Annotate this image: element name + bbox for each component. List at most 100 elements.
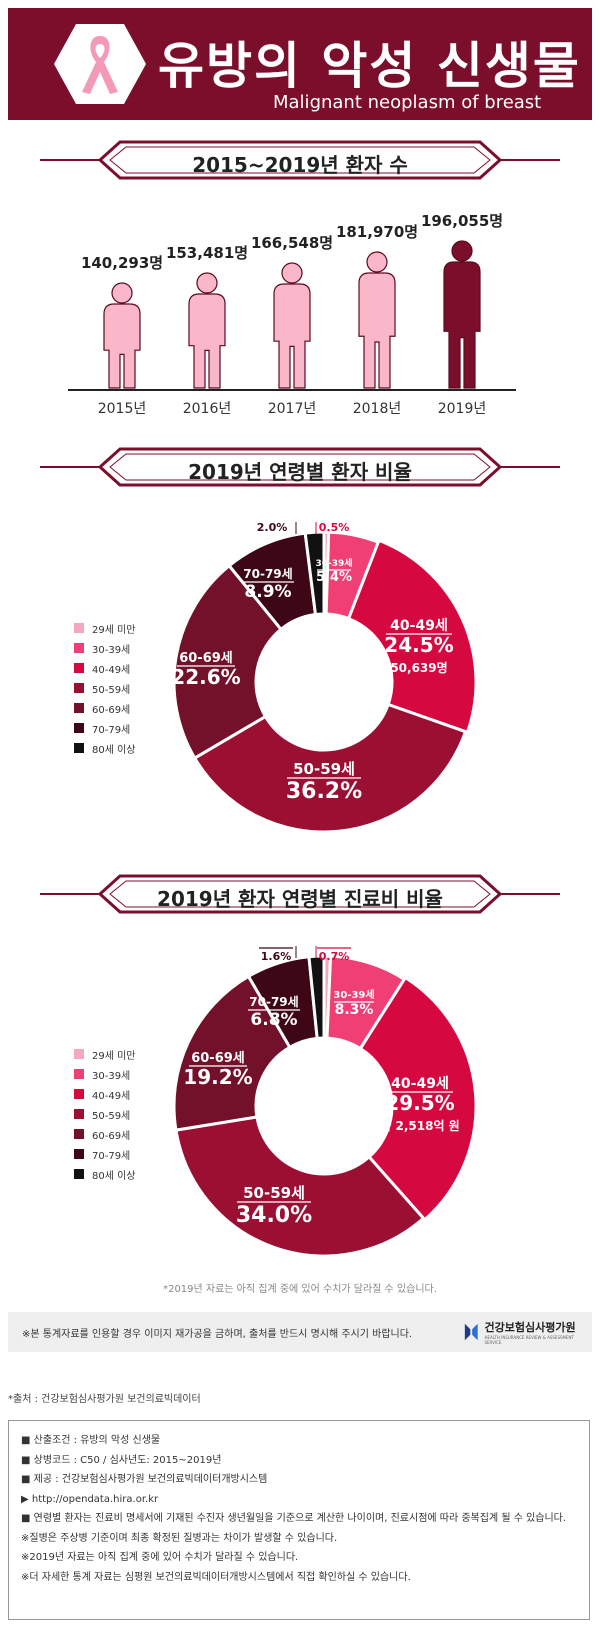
info-line: ■ 연령별 환자는 진료비 명세서에 기재된 수진자 생년월일을 기준으로 계산… bbox=[21, 1513, 567, 1524]
slice-pct-label: 5.4% bbox=[316, 570, 352, 585]
legend-swatch bbox=[74, 643, 84, 653]
info-line: ※더 자세한 통계 자료는 심평원 보건의료빅데이터개방시스템에서 직접 확인하… bbox=[21, 1571, 411, 1583]
legend-swatch bbox=[74, 1169, 84, 1179]
legend-cost-ratio: 29세 미만 30-39세 40-49세 50-59세 60-69세 70-79세 80세 … bbox=[74, 1044, 136, 1184]
donut-slice bbox=[172, 563, 284, 761]
donut-slice bbox=[346, 538, 478, 735]
slice-name-label: 29세 미만 bbox=[316, 946, 353, 947]
section-title-age-ratio: 2019년 연령별 환자 비율 bbox=[188, 460, 412, 484]
bar-value-label: 181,970명 bbox=[335, 223, 419, 241]
data-note: *2019년 자료는 아직 집계 중에 있어 수치가 달라질 수 있습니다. bbox=[163, 1284, 437, 1295]
slice-name-label: 40-49세 bbox=[391, 1076, 449, 1092]
header-banner: 유방의 악성 신생물 Malignant neoplasm of breast bbox=[8, 8, 592, 120]
info-line: ■ 산출조건 : 유방의 악성 신생물 bbox=[21, 1435, 161, 1446]
hira-logo-icon bbox=[464, 1323, 478, 1341]
legend-swatch bbox=[74, 1069, 84, 1079]
bar-category-label: 2018년 bbox=[352, 401, 402, 417]
donut-slice bbox=[307, 954, 326, 1040]
section-banner-3 bbox=[40, 874, 560, 914]
slice-name-label: 30-39세 bbox=[333, 988, 374, 1001]
legend-label: 40-49세 bbox=[92, 1090, 131, 1102]
slice-pct-label: 8.3% bbox=[335, 1002, 374, 1018]
section-banner-1 bbox=[40, 140, 560, 180]
legend-swatch bbox=[74, 1109, 84, 1119]
info-box: ■ 산출조건 : 유방의 악성 신생물 ■ 상병코드 : C50 / 심사년도: … bbox=[8, 1420, 590, 1620]
slice-pct-label: 19.2% bbox=[183, 1065, 252, 1089]
legend-swatch bbox=[74, 1149, 84, 1159]
legend-label: 30-39세 bbox=[92, 644, 131, 656]
bar-person-2017년 bbox=[273, 262, 311, 389]
legend-label: 60-69세 bbox=[92, 1130, 131, 1142]
legend-swatch bbox=[74, 683, 84, 693]
bar-person-2015년 bbox=[103, 282, 141, 389]
legend-item: 30-39세 bbox=[74, 1064, 136, 1084]
bar-person-2018년 bbox=[358, 251, 396, 389]
slice-pct-label: 36.2% bbox=[286, 779, 362, 804]
slice-pct-label: 2.0% bbox=[257, 522, 288, 534]
legend-label: 30-39세 bbox=[92, 1070, 131, 1082]
bar-category-label: 2019년 bbox=[437, 401, 487, 417]
legend-swatch bbox=[74, 1089, 84, 1099]
slice-extra-label: 약 2,518억 원 bbox=[380, 1118, 459, 1133]
slice-pct-label: 0.5% bbox=[319, 522, 350, 534]
info-line: ※2019년 자료는 아직 집계 중에 있어 수치가 달라질 수 있습니다. bbox=[21, 1552, 299, 1563]
slice-name-label: 70-79세 bbox=[249, 994, 298, 1009]
legend-item: 80세 이상 bbox=[74, 738, 136, 758]
info-line: ■ 상병코드 : C50 / 심사년도: 2015~2019년 bbox=[21, 1454, 222, 1466]
legend-swatch bbox=[74, 623, 84, 633]
legend-label: 50-59세 bbox=[92, 684, 131, 696]
slice-pct-label: 8.9% bbox=[244, 582, 291, 602]
info-link[interactable]: ▶ http://opendata.hira.or.kr bbox=[21, 1493, 159, 1505]
bar-value-label: 153,481명 bbox=[165, 244, 249, 262]
legend-swatch bbox=[74, 1049, 84, 1059]
donut-slice bbox=[174, 1115, 426, 1258]
legend-label: 40-49세 bbox=[92, 664, 131, 676]
legend-label: 50-59세 bbox=[92, 1110, 131, 1122]
bar-axis bbox=[68, 389, 516, 391]
slice-name-label: 50-59세 bbox=[243, 1184, 305, 1202]
legend-item: 60-69세 bbox=[74, 698, 136, 718]
donut-slice bbox=[172, 974, 292, 1132]
legend-item: 60-69세 bbox=[74, 1124, 136, 1144]
slice-name-label: 40-49세 bbox=[390, 618, 448, 634]
slice-name-label: 80세 이상 bbox=[258, 946, 295, 947]
section-title-patients: 2015~2019년 환자 수 bbox=[192, 153, 408, 177]
slice-pct-label: 24.5% bbox=[384, 633, 453, 657]
legend-item: 40-49세 bbox=[74, 658, 136, 678]
bar-category-label: 2015년 bbox=[97, 401, 147, 417]
legend-item: 40-49세 bbox=[74, 1084, 136, 1104]
bar-value-label: 140,293명 bbox=[80, 254, 164, 272]
slice-pct-label: 29.5% bbox=[385, 1091, 454, 1115]
bar-person-2016년 bbox=[188, 272, 226, 389]
legend-swatch bbox=[74, 723, 84, 733]
slice-name-label: 50-59세 bbox=[293, 760, 355, 778]
legend-item: 50-59세 bbox=[74, 678, 136, 698]
legend-item: 80세 이상 bbox=[74, 1164, 136, 1184]
legend-swatch bbox=[74, 743, 84, 753]
section-title-cost-ratio: 2019년 환자 연령별 진료비 비율 bbox=[157, 887, 443, 911]
legend-label: 60-69세 bbox=[92, 704, 131, 716]
slice-pct-label: 22.6% bbox=[171, 665, 240, 689]
slice-name-label: 60-69세 bbox=[191, 1051, 245, 1066]
legend-label: 80세 이상 bbox=[92, 1170, 136, 1182]
slice-pct-label: 6.8% bbox=[250, 1010, 297, 1030]
slice-name-label: 60-69세 bbox=[179, 651, 233, 666]
bar-value-label: 166,548명 bbox=[250, 234, 334, 252]
slice-extra-label: 50,639명 bbox=[390, 661, 447, 675]
legend-item: 30-39세 bbox=[74, 638, 136, 658]
legend-label: 29세 미만 bbox=[92, 1050, 136, 1062]
legend-label: 70-79세 bbox=[92, 724, 131, 736]
bar-category-label: 2016년 bbox=[182, 401, 232, 417]
donut-age-ratio: 29세 미만0.5%30-39세5.4%40-49세24.5%50,639명50… bbox=[171, 522, 478, 834]
org-name: 건강보험심사평가원 bbox=[484, 1321, 576, 1334]
slice-pct-label: 0.7% bbox=[319, 950, 350, 963]
info-line: ■ 제공 : 건강보험심사평가원 보건의료빅데이터개방시스템 bbox=[21, 1474, 268, 1485]
legend-item: 50-59세 bbox=[74, 1104, 136, 1124]
legend-swatch bbox=[74, 703, 84, 713]
bar-person-2019년 bbox=[443, 240, 481, 389]
legend-item: 29세 미만 bbox=[74, 1044, 136, 1064]
page-title: 유방의 악성 신생물 bbox=[158, 37, 581, 95]
legend-item: 29세 미만 bbox=[74, 618, 136, 638]
donut-slice bbox=[358, 975, 478, 1222]
